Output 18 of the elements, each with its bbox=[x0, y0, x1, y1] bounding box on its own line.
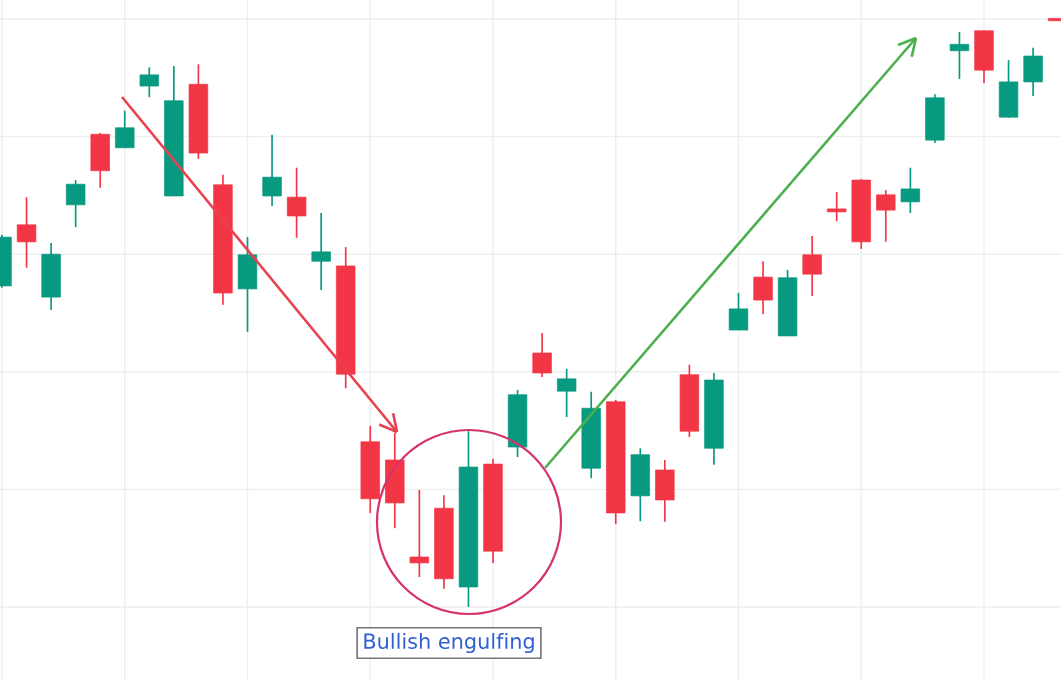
candlestick bbox=[262, 134, 282, 207]
candlestick bbox=[728, 292, 749, 331]
candlestick bbox=[532, 332, 552, 378]
candlestick bbox=[115, 109, 135, 149]
candlestick bbox=[139, 66, 159, 99]
candlestick bbox=[827, 191, 847, 223]
candlestick bbox=[753, 260, 773, 316]
candlestick bbox=[802, 235, 822, 297]
candlestick bbox=[409, 489, 430, 578]
text: Bullish engulfing bbox=[364, 632, 534, 654]
candlestick bbox=[286, 166, 307, 239]
candlestick bbox=[900, 166, 921, 214]
candlestick bbox=[65, 179, 86, 228]
candlestick bbox=[876, 189, 896, 243]
candlestick bbox=[949, 31, 970, 80]
candlestick bbox=[311, 212, 331, 291]
candlestick bbox=[556, 368, 577, 418]
candlestick bbox=[16, 196, 37, 269]
